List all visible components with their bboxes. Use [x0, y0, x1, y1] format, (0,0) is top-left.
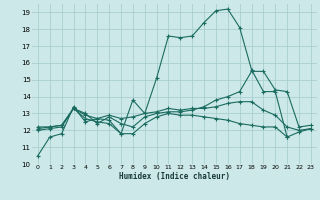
X-axis label: Humidex (Indice chaleur): Humidex (Indice chaleur)	[119, 172, 230, 181]
